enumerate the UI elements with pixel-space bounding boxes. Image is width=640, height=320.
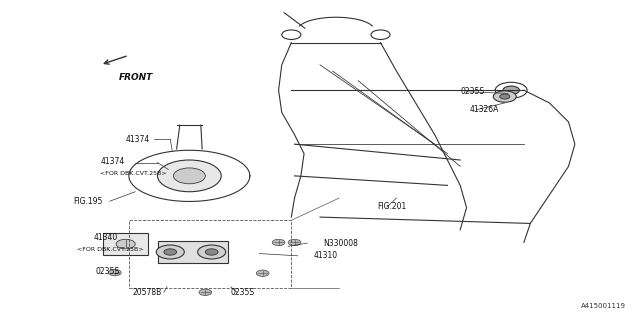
Circle shape — [157, 160, 221, 192]
Circle shape — [164, 249, 177, 255]
Circle shape — [199, 289, 212, 295]
Circle shape — [500, 94, 510, 99]
Text: FRONT: FRONT — [119, 73, 154, 82]
Text: 41340: 41340 — [94, 233, 118, 242]
Text: 41310: 41310 — [314, 251, 338, 260]
Text: 20578B: 20578B — [132, 288, 161, 297]
Circle shape — [503, 86, 520, 94]
Text: <FOR DBK.CVT.25B>: <FOR DBK.CVT.25B> — [100, 171, 166, 176]
Circle shape — [156, 245, 184, 259]
Text: 41326A: 41326A — [470, 105, 499, 114]
Circle shape — [256, 270, 269, 276]
Text: 0235S: 0235S — [460, 87, 484, 96]
Circle shape — [493, 91, 516, 102]
Circle shape — [198, 245, 226, 259]
Text: A415001119: A415001119 — [581, 303, 626, 309]
Circle shape — [108, 269, 121, 276]
Text: FIG.201: FIG.201 — [378, 203, 406, 212]
Circle shape — [173, 168, 205, 184]
Text: 0235S: 0235S — [231, 288, 255, 297]
FancyBboxPatch shape — [103, 233, 148, 255]
Circle shape — [272, 239, 285, 246]
Text: N330008: N330008 — [323, 239, 358, 248]
Circle shape — [116, 239, 135, 249]
Text: 41374: 41374 — [125, 135, 150, 144]
FancyBboxPatch shape — [157, 241, 228, 263]
Circle shape — [205, 249, 218, 255]
Text: 0235S: 0235S — [96, 267, 120, 276]
Text: <FOR DBK.CVT.25B>: <FOR DBK.CVT.25B> — [77, 247, 143, 252]
Text: 41374: 41374 — [100, 157, 124, 166]
Circle shape — [288, 239, 301, 246]
Text: FIG.195: FIG.195 — [74, 197, 103, 206]
